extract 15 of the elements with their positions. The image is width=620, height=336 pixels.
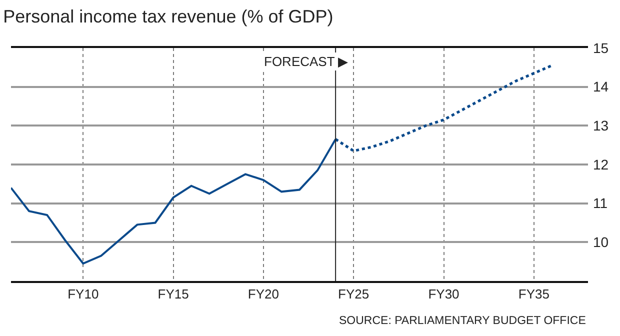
x-tick-label: FY20 (248, 286, 279, 302)
x-tick-label: FY10 (68, 286, 99, 302)
x-tick-label: FY35 (518, 286, 550, 302)
x-tick-label: FY25 (338, 286, 370, 302)
y-tick-label: 13 (593, 118, 609, 134)
x-tick-label: FY15 (158, 286, 189, 302)
annotation: FORECAST ▶ (264, 54, 348, 69)
y-tick-label: 11 (593, 195, 608, 212)
y-tick-label: 10 (593, 234, 609, 250)
chart-title: Personal income tax revenue (% of GDP) (3, 6, 334, 27)
y-tick-label: 15 (593, 40, 609, 56)
y-tick-label: 12 (593, 156, 609, 172)
y-tick-label: 14 (593, 78, 609, 95)
x-tick-label: FY30 (428, 286, 460, 302)
source-note: SOURCE: PARLIAMENTARY BUDGET OFFICE (339, 315, 586, 327)
